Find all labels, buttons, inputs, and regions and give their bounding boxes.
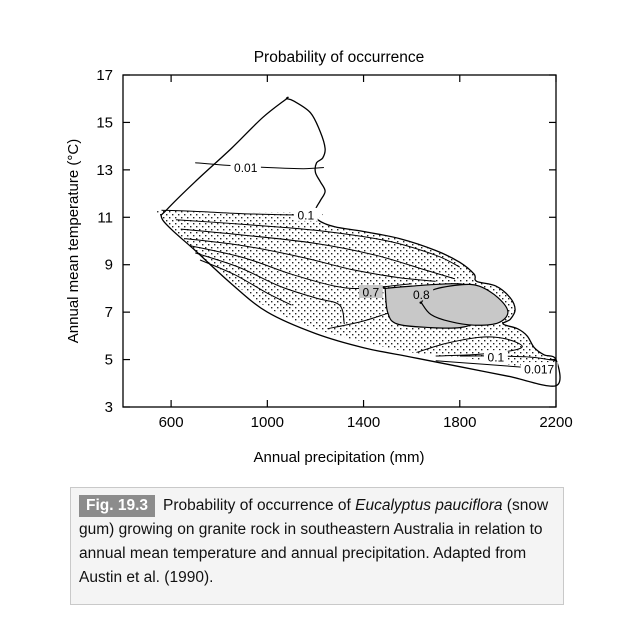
contour-line xyxy=(185,238,436,282)
caption-species-name: Eucalyptus pauciflora xyxy=(355,497,503,514)
contour-label-background xyxy=(293,207,318,221)
y-tick-label: 13 xyxy=(96,162,113,179)
figure-label: Fig. 19.3 xyxy=(79,495,156,517)
contour-line xyxy=(327,312,388,330)
shaded-region-0-8 xyxy=(419,283,509,326)
contour-label-0-7: 0.7 xyxy=(362,286,379,300)
caption-text-before: Probability of occurrence of xyxy=(163,497,356,514)
contour-label-0-01: 0.01 xyxy=(234,161,258,175)
y-tick-label: 17 xyxy=(96,67,113,84)
stippled-probability-band xyxy=(156,210,559,372)
x-tick-label: 1000 xyxy=(251,414,284,431)
contour-line xyxy=(180,228,456,280)
y-tick-label: 11 xyxy=(97,209,113,226)
y-tick-label: 15 xyxy=(96,114,113,131)
contour-line xyxy=(416,336,523,357)
contour-label-background xyxy=(358,285,383,298)
contour-chart: Probability of occurrence 0.01 0.1 0.7 0.8 0… xyxy=(65,49,573,466)
contour-label-0-8: 0.8 xyxy=(413,288,430,302)
contour-line xyxy=(195,252,345,325)
chart-title: Probability of occurrence xyxy=(254,49,425,66)
x-tick-label: 1800 xyxy=(443,414,476,431)
x-axis-label: Annual precipitation (mm) xyxy=(254,449,425,466)
caption-text-after: (snow gum) growing on granite rock in so… xyxy=(79,497,549,586)
contour-line xyxy=(175,219,461,268)
y-tick-label: 5 xyxy=(105,352,113,369)
contour-line xyxy=(199,259,292,306)
y-tick-label: 3 xyxy=(105,399,113,416)
y-axis-label: Annual mean temperature (°C) xyxy=(65,139,82,343)
contour-label-0-017: 0.017 xyxy=(524,363,554,377)
contour-label-background xyxy=(484,350,508,364)
contour-line xyxy=(459,355,557,362)
x-tick-label: 2200 xyxy=(539,414,572,431)
x-tick-label: 600 xyxy=(159,414,184,431)
contour-label-0-1-upper: 0.1 xyxy=(297,208,314,222)
contour-label-background xyxy=(409,287,434,301)
contour-label-background xyxy=(520,362,558,376)
x-tick-label: 1400 xyxy=(347,414,380,431)
contour-label-0-1-lower: 0.1 xyxy=(488,351,505,365)
occurrence-region-outline xyxy=(160,96,561,387)
y-tick-label: 9 xyxy=(105,257,113,274)
y-tick-label: 7 xyxy=(105,304,113,321)
plot-frame xyxy=(122,74,557,408)
figure-caption: Fig. 19.3 Probability of occurrence of Eu… xyxy=(70,487,564,605)
contour-label-background xyxy=(230,160,261,174)
